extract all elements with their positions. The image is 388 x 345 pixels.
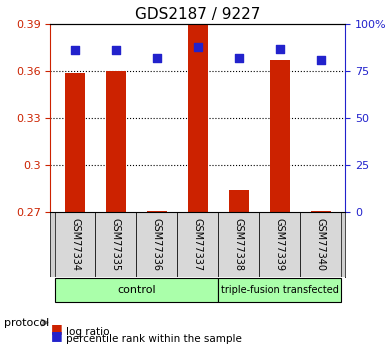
Text: control: control	[117, 285, 156, 295]
Bar	[147, 211, 167, 212]
FancyBboxPatch shape	[95, 212, 137, 277]
FancyBboxPatch shape	[300, 212, 341, 277]
FancyBboxPatch shape	[259, 212, 300, 277]
Point	[195, 44, 201, 49]
FancyBboxPatch shape	[177, 212, 218, 277]
Point	[277, 46, 283, 51]
Text: GSM77334: GSM77334	[70, 218, 80, 271]
Point	[318, 57, 324, 63]
Text: GSM77339: GSM77339	[275, 218, 285, 271]
Text: GSM77340: GSM77340	[316, 218, 326, 271]
Point	[236, 55, 242, 61]
Text: GSM77336: GSM77336	[152, 218, 162, 271]
Title: GDS2187 / 9227: GDS2187 / 9227	[135, 7, 261, 22]
Bar	[310, 211, 331, 212]
FancyBboxPatch shape	[55, 212, 95, 277]
Text: GSM77338: GSM77338	[234, 218, 244, 271]
Text: log ratio: log ratio	[66, 327, 109, 337]
Point	[113, 48, 119, 53]
Point	[72, 48, 78, 53]
Text: triple-fusion transfected: triple-fusion transfected	[221, 285, 339, 295]
Bar	[106, 71, 126, 212]
FancyBboxPatch shape	[218, 278, 341, 302]
FancyBboxPatch shape	[137, 212, 177, 277]
FancyBboxPatch shape	[218, 212, 259, 277]
FancyBboxPatch shape	[55, 278, 218, 302]
Bar	[188, 24, 208, 212]
Text: GSM77335: GSM77335	[111, 218, 121, 271]
Text: ■: ■	[50, 322, 62, 335]
Text: percentile rank within the sample: percentile rank within the sample	[66, 335, 242, 344]
Text: ■: ■	[50, 329, 62, 343]
Bar	[270, 60, 290, 212]
Point	[154, 55, 160, 61]
Bar	[65, 73, 85, 212]
Bar	[229, 190, 249, 212]
Text: protocol: protocol	[4, 318, 49, 327]
Text: GSM77337: GSM77337	[193, 218, 203, 271]
